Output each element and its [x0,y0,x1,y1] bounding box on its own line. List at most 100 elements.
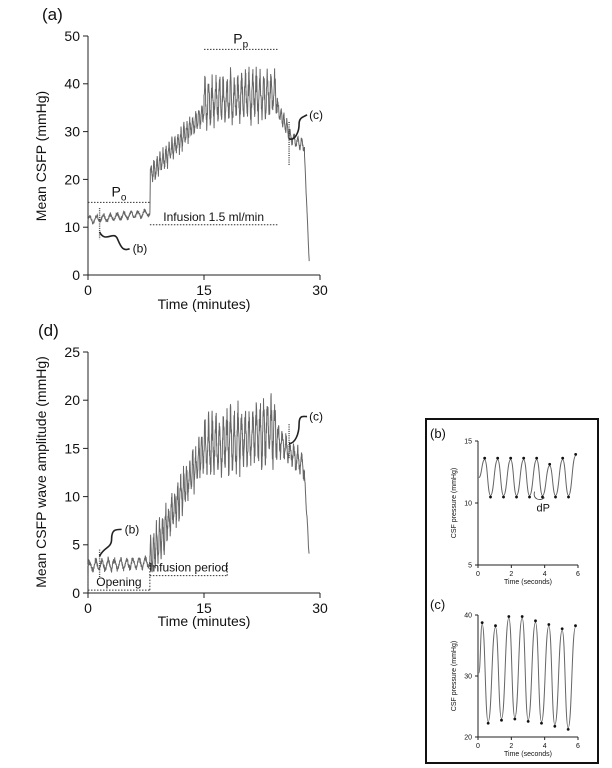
b-peak-point [509,456,513,460]
b-trough-point [515,495,518,499]
panel-b: (b) 5 10 15 0 2 4 6 CSF pressure (mmHg) Time … [430,426,580,586]
d-y-tick-label: 20 [64,392,80,408]
dp-label: dP [537,503,550,515]
panel-d-x-label: Time (minutes) [158,613,251,629]
a-y-tick-label: 0 [72,267,80,283]
b-trough-point [554,495,557,499]
c-trough-point [553,724,557,728]
c-y-tick-label: 20 [464,734,472,741]
panel-d-series-line [87,393,310,573]
b-y-tick-label: 15 [464,438,472,445]
pp-label-main: P [233,30,242,46]
c-peak-point [494,624,497,628]
panel-b-x-label: Time (seconds) [504,579,552,586]
c-trough-point [566,727,570,731]
panel-d-y-label: Mean CSFP wave amplitude (mmHg) [33,356,49,588]
b-y-tick-label: 10 [464,500,472,507]
panel-a-b-ref: (b) [133,242,148,256]
a-y-tick-label: 40 [64,76,80,92]
c-y-tick-label: 40 [464,612,472,619]
infusion-period-label: Infusion period [149,561,228,575]
panel-d-b-ref: (b) [125,522,140,536]
pp-label-sub: p [243,39,249,50]
b-trough-point [528,495,531,499]
d-x-tick-label: 0 [84,600,92,616]
panel-a-label: (a) [42,5,63,24]
panel-b-label: (b) [430,426,446,441]
d-x-tick-label: 30 [312,600,328,616]
c-peak-point [520,615,524,618]
panel-d-x-ticks: 0 15 30 [84,593,328,616]
panel-d-c-pointer [288,415,308,445]
panel-c-x-label: Time (seconds) [504,751,552,758]
b-trough-point [567,495,570,499]
panel-c-x-ticks: 0 2 4 6 [476,737,580,750]
opening-label: Opening [96,575,141,589]
a-x-tick-label: 15 [196,282,212,298]
b-peak-point [548,462,552,466]
c-peak-point [574,624,577,628]
b-peak-point [496,456,500,460]
po-label: Po [111,183,126,203]
a-x-tick-label: 30 [312,282,328,298]
c-y-tick-label: 30 [464,673,472,680]
d-y-tick-label: 15 [64,440,80,456]
panel-a-x-label: Time (minutes) [158,296,251,312]
panel-a: (a) 0 10 20 30 40 50 0 15 30 Mean CSFP (mmHg) T… [33,5,328,312]
panel-d-b-pointer [98,528,122,557]
panel-c-extrema [480,615,577,731]
c-x-tick-label: 4 [543,743,547,750]
panel-b-y-ticks: 5 10 15 [464,438,478,569]
panel-b-x-ticks: 0 2 4 6 [476,565,580,578]
c-x-tick-label: 0 [476,743,480,750]
b-y-tick-label: 5 [468,562,472,569]
c-peak-point [507,615,511,618]
po-label-sub: o [121,192,127,203]
panel-a-y-ticks: 0 10 20 30 40 50 [64,28,88,283]
panel-c: (c) 20 30 40 0 2 4 6 CSF pressure (mmHg) Time… [430,597,580,758]
c-peak-point [560,627,564,631]
b-peak-point [561,456,565,460]
panel-b-y-label: CSF pressure (mmHg) [451,468,458,538]
a-y-tick-label: 20 [64,171,80,187]
d-y-tick-label: 10 [64,489,80,505]
b-x-tick-label: 6 [576,571,580,578]
panel-b-extrema [483,452,578,499]
c-trough-point [486,721,490,725]
b-peak-point [522,456,526,460]
b-peak-point [483,456,487,460]
panel-b-waveform [478,455,577,497]
panel-a-series-line [87,66,310,262]
panel-d-c-ref: (c) [309,410,323,424]
c-trough-point [500,718,503,722]
d-y-tick-label: 5 [72,537,80,553]
panel-a-c-pointer [288,114,308,140]
b-trough-point [489,495,492,499]
panel-d-y-ticks: 0 5 10 15 20 25 [64,344,88,601]
panel-a-c-ref: (c) [309,108,323,122]
dp-pointer [533,491,545,500]
b-trough-point [502,495,505,499]
c-x-tick-label: 6 [576,743,580,750]
panel-a-b-pointer [98,231,130,251]
d-y-tick-label: 25 [64,344,80,360]
b-x-tick-label: 2 [509,571,513,578]
infusion-label: Infusion 1.5 ml/min [163,210,264,224]
panel-d: (d) 0 5 10 15 20 25 0 15 30 Mean CSFP wave ampl… [33,321,328,629]
panel-c-waveform [478,617,576,729]
d-x-tick-label: 15 [196,600,212,616]
c-peak-point [547,623,551,626]
pp-label: Pp [233,30,248,50]
a-x-tick-label: 0 [84,282,92,298]
c-trough-point [540,721,543,725]
c-peak-point [480,621,484,625]
d-y-tick-label: 0 [72,585,80,601]
a-y-tick-label: 10 [64,219,80,235]
po-label-main: P [111,183,120,199]
inset-frame [425,418,599,764]
panel-c-label: (c) [430,597,445,612]
b-x-tick-label: 0 [476,571,480,578]
b-peak-point [574,452,578,456]
panel-c-y-label: CSF pressure (mmHg) [451,641,458,711]
